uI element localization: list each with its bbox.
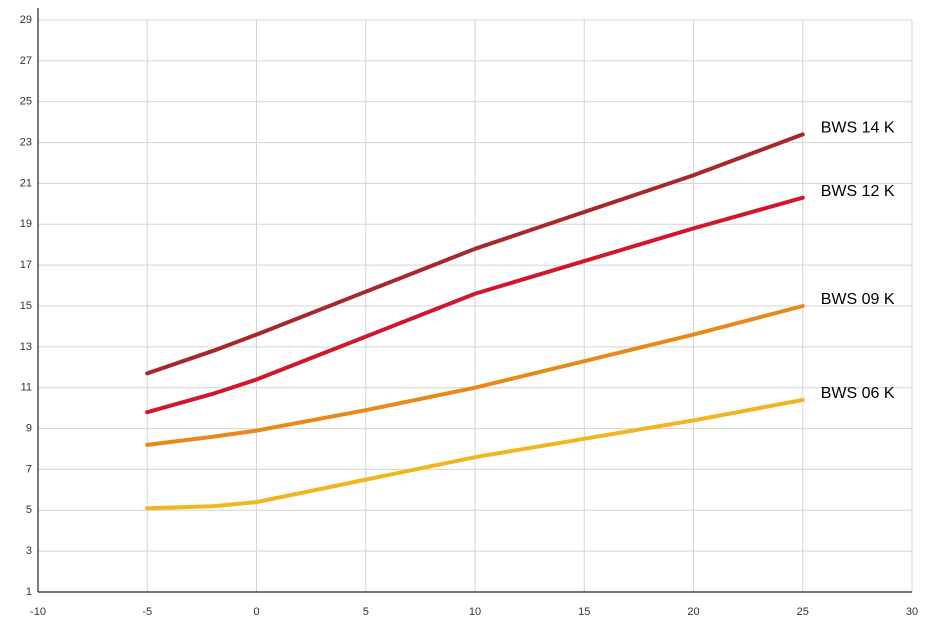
x-tick-label: 5 <box>363 606 369 618</box>
series-line <box>145 304 805 447</box>
y-tick-label: 11 <box>21 382 32 394</box>
x-tick-label: 10 <box>469 606 481 618</box>
y-tick-label: 13 <box>20 341 32 353</box>
series-line <box>145 132 805 376</box>
y-tick-label: 5 <box>26 504 32 516</box>
series-label: BWS 12 K <box>821 183 895 200</box>
y-tick-label: 27 <box>20 55 32 67</box>
series-line <box>145 195 805 415</box>
y-tick-label: 1 <box>26 586 32 598</box>
y-tick-label: 9 <box>26 422 32 434</box>
y-tick-label: 17 <box>20 259 32 271</box>
x-tick-label: -10 <box>30 606 46 618</box>
series-line <box>145 397 805 511</box>
y-tick-label: 15 <box>20 300 32 312</box>
y-tick-label: 25 <box>20 96 32 108</box>
x-tick-label: 20 <box>687 606 699 618</box>
series-label: BWS 14 K <box>821 120 895 137</box>
y-tick-label: 7 <box>26 463 32 475</box>
y-tick-label: 23 <box>20 136 32 148</box>
y-tick-label: 19 <box>20 218 32 230</box>
y-tick-label: 3 <box>26 545 32 557</box>
series-label: BWS 06 K <box>821 385 895 402</box>
x-tick-label: 30 <box>906 606 918 618</box>
y-tick-label: 29 <box>20 14 32 26</box>
y-tick-label: 21 <box>20 177 32 189</box>
x-tick-label: 15 <box>578 606 590 618</box>
x-tick-label: 25 <box>797 606 809 618</box>
series-label: BWS 09 K <box>821 291 895 308</box>
x-tick-label: -5 <box>142 606 152 618</box>
x-tick-label: 0 <box>253 606 259 618</box>
